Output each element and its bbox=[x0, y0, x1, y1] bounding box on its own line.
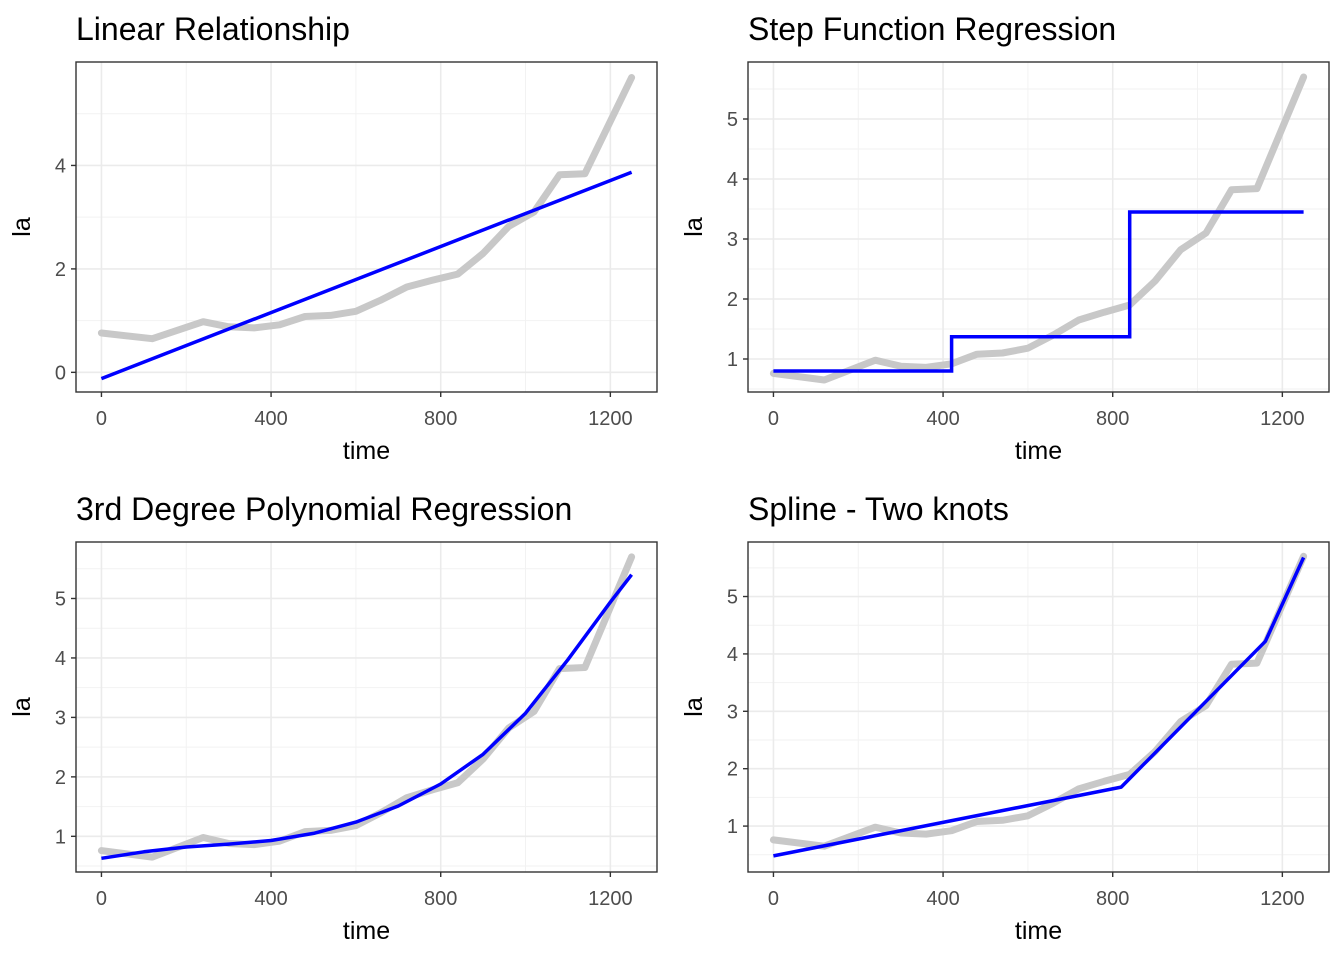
chart-title: Spline - Two knots bbox=[748, 491, 1009, 527]
y-tick-label: 2 bbox=[727, 759, 738, 781]
observed-line bbox=[769, 73, 1308, 384]
panel-border bbox=[747, 541, 1330, 873]
x-tick-label: 800 bbox=[1096, 888, 1129, 910]
x-tick-label: 1200 bbox=[1260, 408, 1305, 430]
y-tick-label: 1 bbox=[727, 816, 738, 838]
x-tick-label: 400 bbox=[254, 408, 287, 430]
y-axis-title: la bbox=[8, 697, 36, 717]
y-tick-label: 2 bbox=[55, 259, 66, 281]
y-axis-title: la bbox=[8, 217, 36, 237]
x-tick-label: 0 bbox=[768, 888, 779, 910]
y-tick-label: 3 bbox=[727, 229, 738, 251]
panel-border bbox=[747, 61, 1330, 393]
x-tick-label: 800 bbox=[1096, 408, 1129, 430]
x-axis-title: time bbox=[343, 437, 390, 465]
chart-title: 3rd Degree Polynomial Regression bbox=[76, 491, 572, 527]
y-tick-label: 4 bbox=[727, 644, 738, 666]
x-axis-title: time bbox=[1015, 437, 1062, 465]
chart-panel-4: 0 400 800 1200 1 2 3 4 5 Spline - Two knots time la bbox=[680, 491, 1330, 945]
fitted-line bbox=[773, 556, 1306, 858]
y-axis-title: la bbox=[680, 697, 708, 717]
chart-panel-2: 0 400 800 1200 1 2 3 4 5 Step Function Regression… bbox=[680, 11, 1330, 465]
fitted-line bbox=[101, 573, 633, 861]
y-tick-label: 1 bbox=[55, 826, 66, 848]
y-tick-label: 5 bbox=[55, 588, 66, 610]
x-axis-title: time bbox=[1015, 917, 1062, 945]
x-tick-label: 800 bbox=[424, 408, 457, 430]
y-tick-label: 5 bbox=[727, 109, 738, 131]
panel-border bbox=[75, 541, 658, 873]
x-tick-label: 0 bbox=[96, 408, 107, 430]
y-tick-label: 4 bbox=[727, 169, 738, 191]
x-tick-label: 0 bbox=[96, 888, 107, 910]
y-tick-label: 3 bbox=[727, 701, 738, 723]
fitted-line bbox=[773, 210, 1304, 373]
x-tick-label: 1200 bbox=[588, 408, 633, 430]
chart-title: Step Function Regression bbox=[748, 11, 1116, 47]
x-tick-label: 800 bbox=[424, 888, 457, 910]
y-tick-label: 5 bbox=[727, 587, 738, 609]
chart-panel-3: 0 400 800 1200 1 2 3 4 5 3rd Degree Polynomial Re… bbox=[8, 491, 658, 945]
plot-background bbox=[748, 542, 1329, 872]
y-tick-label: 2 bbox=[727, 289, 738, 311]
y-tick-label: 4 bbox=[55, 155, 66, 177]
y-tick-label: 2 bbox=[55, 767, 66, 789]
x-tick-label: 400 bbox=[254, 888, 287, 910]
x-tick-label: 400 bbox=[926, 408, 959, 430]
x-tick-label: 1200 bbox=[1260, 888, 1305, 910]
y-tick-label: 3 bbox=[55, 707, 66, 729]
y-axis-title: la bbox=[680, 217, 708, 237]
x-axis-title: time bbox=[343, 917, 390, 945]
fitted-line bbox=[100, 170, 633, 381]
chart-title: Linear Relationship bbox=[76, 11, 350, 47]
y-tick-label: 4 bbox=[55, 648, 66, 670]
chart-panel-1: 0 400 800 1200 0 2 4 Linear Relationship time la bbox=[8, 11, 658, 465]
x-tick-label: 1200 bbox=[588, 888, 633, 910]
observed-line bbox=[769, 552, 1308, 850]
y-tick-label: 1 bbox=[727, 349, 738, 371]
panel-border bbox=[75, 61, 658, 393]
x-tick-label: 400 bbox=[926, 888, 959, 910]
y-tick-label: 0 bbox=[55, 362, 66, 384]
x-tick-label: 0 bbox=[768, 408, 779, 430]
plot-background bbox=[76, 62, 657, 392]
